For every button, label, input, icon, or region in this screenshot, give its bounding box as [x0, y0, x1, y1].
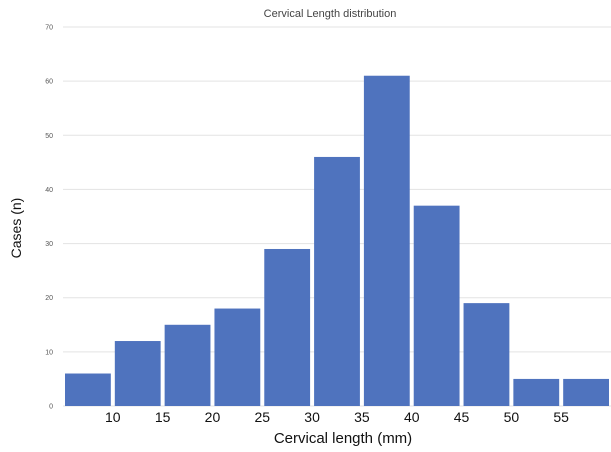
y-axis-label: Cases (n) — [8, 198, 24, 259]
bar-10-15 — [114, 341, 161, 406]
x-tick-label: 25 — [254, 409, 270, 425]
y-tick-label: 50 — [45, 133, 53, 140]
bar-30-35 — [314, 156, 360, 406]
x-tick-label: 15 — [155, 409, 171, 425]
y-tick-label: 60 — [45, 79, 53, 86]
x-tick-label: 20 — [205, 409, 221, 425]
bar-25-30 — [264, 248, 311, 406]
y-tick-label: 40 — [45, 187, 53, 194]
y-tick-label: 30 — [45, 241, 53, 248]
bar-35-40 — [363, 75, 410, 406]
x-tick-label: 55 — [553, 409, 569, 425]
bar-15-20 — [164, 324, 211, 406]
y-tick-label: 10 — [45, 349, 53, 356]
bar-55-60 — [563, 378, 609, 406]
bar-40-45 — [413, 205, 460, 406]
y-axis-ticks: 0 10 20 30 40 50 60 70 — [45, 25, 53, 411]
bar-50-55 — [513, 378, 560, 406]
y-tick-label: 20 — [45, 295, 53, 302]
x-axis-ticks: 10 15 20 25 30 35 40 45 50 55 — [105, 409, 569, 425]
x-tick-label: 50 — [504, 409, 520, 425]
x-tick-label: 45 — [454, 409, 470, 425]
x-tick-label: 10 — [105, 409, 121, 425]
x-axis-label: Cervical length (mm) — [274, 430, 412, 447]
x-tick-label: 35 — [354, 409, 370, 425]
bar-20-25 — [214, 308, 261, 406]
y-tick-label: 70 — [45, 25, 53, 32]
bars — [65, 75, 609, 406]
bar-45-50 — [463, 303, 510, 406]
y-tick-label: 0 — [49, 404, 53, 411]
bar-5-10 — [65, 373, 111, 406]
chart-title: Cervical Length distribution — [264, 8, 397, 20]
x-tick-label: 30 — [304, 409, 320, 425]
x-tick-label: 40 — [404, 409, 420, 425]
